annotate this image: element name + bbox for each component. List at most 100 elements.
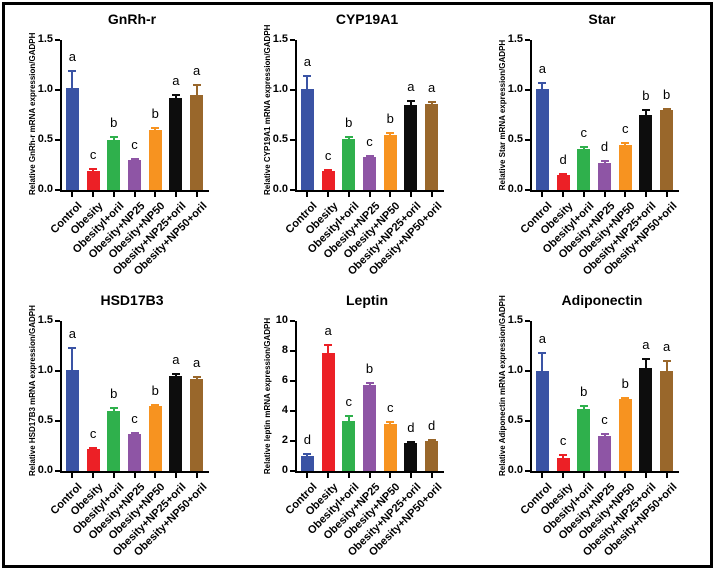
significance-letter: c xyxy=(324,148,332,163)
error-bar-cap xyxy=(303,452,312,455)
error-bar-cap xyxy=(130,432,139,434)
error-bar-cap xyxy=(427,439,436,442)
y-axis-line xyxy=(530,40,532,190)
y-tick-label: 6 xyxy=(281,374,288,386)
y-tick-label: 0.0 xyxy=(37,183,53,195)
x-tick xyxy=(665,473,668,478)
error-bar-line xyxy=(306,76,309,89)
x-tick xyxy=(347,192,350,197)
significance-letter: b xyxy=(642,88,650,103)
significance-letter: a xyxy=(68,326,76,341)
error-bar-cap xyxy=(130,158,139,160)
error-bar-line xyxy=(347,137,350,139)
y-tick-label: 1.5 xyxy=(507,33,523,45)
error-bar-line xyxy=(665,361,668,371)
x-tick xyxy=(389,192,392,197)
x-tick xyxy=(409,473,412,478)
error-bar-cap xyxy=(365,155,374,157)
x-tick xyxy=(347,473,350,478)
bar xyxy=(535,89,549,190)
error-bar-cap xyxy=(171,94,180,96)
x-tick xyxy=(195,192,198,197)
plot-area: 0.0 0.5 1.0 1.5 a Control c Obesity b Obesityl+or… xyxy=(5,5,240,286)
y-tick xyxy=(290,39,295,41)
bar xyxy=(190,379,204,471)
significance-letter: d xyxy=(559,152,567,167)
error-bar-cap xyxy=(538,352,547,354)
x-tick xyxy=(603,192,606,197)
y-tick xyxy=(525,39,530,41)
significance-letter: c xyxy=(131,137,138,152)
y-tick xyxy=(290,410,295,412)
x-tick xyxy=(582,473,585,478)
significance-letter: c xyxy=(601,412,608,427)
y-tick-label: 4 xyxy=(281,404,288,416)
y-tick xyxy=(55,320,60,322)
significance-letter: b xyxy=(580,384,588,399)
error-bar-line xyxy=(112,408,115,411)
significance-letter: c xyxy=(131,411,138,426)
error-bar-line xyxy=(541,83,544,89)
significance-letter: a xyxy=(642,337,650,352)
significance-letter: a xyxy=(193,63,201,78)
significance-letter: c xyxy=(621,121,629,136)
error-bar-cap xyxy=(559,173,568,175)
y-tick-label: 1.0 xyxy=(37,83,53,95)
x-tick xyxy=(368,192,371,197)
error-bar-line xyxy=(154,128,157,130)
error-bar-line xyxy=(644,110,647,115)
y-tick xyxy=(290,320,295,322)
significance-letter: a xyxy=(303,54,311,69)
error-bar-cap xyxy=(151,404,160,406)
y-tick-label: 0.5 xyxy=(272,133,288,145)
bar xyxy=(618,399,632,471)
y-tick-label: 1.0 xyxy=(272,83,288,95)
y-tick-label: 0.0 xyxy=(507,183,523,195)
bar xyxy=(321,353,335,471)
chart-panel-cyp19a1: CYP19A1 Relative CYP19A1 mRNA expression… xyxy=(240,5,475,286)
x-tick xyxy=(541,192,544,197)
y-tick xyxy=(55,139,60,141)
y-axis-line xyxy=(530,321,532,471)
y-tick xyxy=(525,320,530,322)
y-tick xyxy=(525,420,530,422)
error-bar-cap xyxy=(406,100,415,102)
error-bar-cap xyxy=(641,358,650,360)
error-bar-cap xyxy=(68,347,77,349)
bar xyxy=(535,371,549,471)
bar xyxy=(660,371,674,471)
x-tick xyxy=(174,473,177,478)
significance-letter: b xyxy=(365,360,374,376)
y-tick xyxy=(290,89,295,91)
bar xyxy=(321,171,335,190)
error-bar-cap xyxy=(324,344,333,346)
bar xyxy=(363,157,376,190)
bar xyxy=(169,98,183,190)
bar xyxy=(639,368,653,471)
error-bar-line xyxy=(174,95,177,98)
x-tick xyxy=(327,473,330,478)
y-axis-line xyxy=(60,321,62,471)
error-bar-cap xyxy=(662,360,671,362)
error-bar-cap xyxy=(538,82,547,84)
chart-title: CYP19A1 xyxy=(335,11,399,27)
error-bar-cap xyxy=(386,420,395,423)
bar xyxy=(86,171,100,190)
x-tick xyxy=(624,192,627,197)
chart-panel-star: Star Relative Star mRNA expression/GADPH… xyxy=(475,5,710,286)
error-bar-line xyxy=(306,453,309,456)
error-bar-line xyxy=(603,161,606,163)
bar xyxy=(660,110,674,190)
y-tick-label: 1.5 xyxy=(272,33,288,45)
x-tick xyxy=(603,473,606,478)
y-tick xyxy=(55,370,60,372)
error-bar-cap xyxy=(600,160,609,162)
error-bar-line xyxy=(644,359,647,368)
significance-letter: a xyxy=(538,331,546,346)
significance-letter: a xyxy=(407,79,415,94)
error-bar-cap xyxy=(171,373,180,375)
y-tick xyxy=(290,380,295,382)
error-bar-cap xyxy=(406,440,415,443)
error-bar-cap xyxy=(600,433,609,435)
plot-area: 0.0 0.5 1.0 1.5 a Control c Obesity b Obesityl+or… xyxy=(240,5,475,286)
